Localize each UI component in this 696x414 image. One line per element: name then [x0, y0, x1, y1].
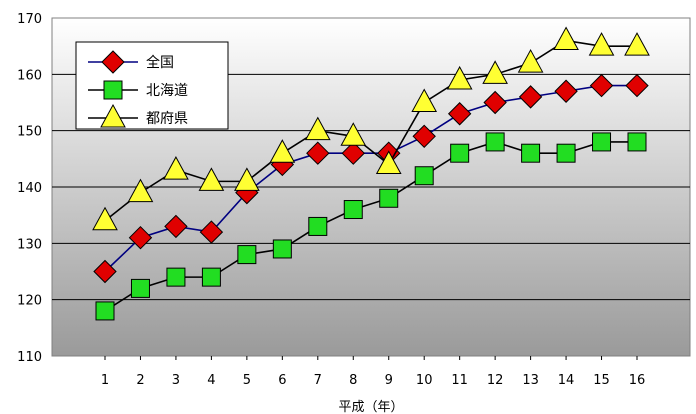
- legend-item: 全国: [88, 50, 174, 74]
- data-point: [166, 267, 186, 287]
- data-point: [164, 214, 188, 239]
- legend-label: 全国: [146, 54, 174, 71]
- data-point: [269, 139, 296, 163]
- data-point: [485, 132, 505, 152]
- x-tick-label: 14: [558, 373, 575, 388]
- data-point: [483, 90, 507, 115]
- data-point: [92, 206, 118, 231]
- data-point: [447, 102, 472, 126]
- data-point: [627, 132, 647, 152]
- data-point: [379, 188, 399, 208]
- x-tick-label: 7: [314, 373, 322, 388]
- data-point: [450, 143, 470, 163]
- y-tick-label: 140: [17, 181, 42, 196]
- x-tick-label: 12: [487, 373, 504, 388]
- y-axis-ticks: 110 120 130 140 150 160 170: [17, 12, 42, 365]
- x-tick-label: 10: [416, 373, 433, 388]
- x-tick-label: 11: [451, 373, 468, 388]
- data-point: [128, 225, 153, 250]
- data-point: [446, 65, 473, 90]
- x-tick-label: 13: [522, 373, 539, 388]
- series-3: [92, 26, 650, 231]
- y-tick-label: 110: [17, 350, 42, 365]
- data-point: [304, 116, 331, 141]
- legend-label: 都府県: [146, 111, 188, 127]
- x-tick-label: 15: [593, 373, 610, 388]
- x-axis-label: 平成（年）: [338, 400, 403, 414]
- data-point: [412, 124, 436, 149]
- data-point: [521, 143, 541, 163]
- data-point: [411, 88, 438, 112]
- legend-label: 北海道: [146, 83, 188, 99]
- series-group: [92, 26, 650, 321]
- x-tick-label: 8: [349, 373, 357, 388]
- data-point: [517, 49, 544, 73]
- data-point: [234, 167, 260, 191]
- data-point: [272, 239, 292, 259]
- x-tick-label: 1: [101, 373, 109, 388]
- series-line: [104, 141, 637, 312]
- y-tick-label: 120: [17, 294, 42, 309]
- data-point: [341, 141, 365, 165]
- legend-item: 北海道: [88, 80, 188, 100]
- data-point: [592, 132, 612, 152]
- data-point: [163, 156, 189, 180]
- data-point: [343, 200, 363, 220]
- x-tick-label: 16: [629, 373, 646, 388]
- data-point: [624, 32, 650, 56]
- data-point: [95, 301, 115, 321]
- data-point: [589, 73, 614, 98]
- data-point: [340, 122, 367, 146]
- x-axis-ticks: 1 2 3 4 5 6 7 8 9 10 11 12 13 14 15 16: [101, 356, 645, 388]
- data-point: [625, 73, 649, 98]
- series-1: [93, 73, 649, 284]
- legend-item: 都府県: [88, 103, 188, 128]
- data-point: [127, 178, 154, 203]
- data-point: [375, 150, 402, 174]
- legend-marker: [103, 80, 123, 100]
- y-tick-label: 130: [17, 237, 42, 252]
- series-2: [95, 132, 647, 321]
- data-point: [199, 220, 224, 244]
- data-point: [414, 166, 434, 186]
- y-tick-label: 150: [17, 125, 42, 140]
- y-tick-label: 160: [17, 68, 42, 83]
- data-point: [308, 216, 328, 236]
- data-point: [588, 32, 615, 56]
- data-point: [518, 85, 543, 109]
- x-tick-label: 6: [278, 373, 286, 388]
- x-tick-label: 9: [385, 373, 393, 388]
- data-point: [130, 278, 150, 298]
- data-point: [306, 141, 330, 165]
- x-tick-label: 3: [172, 373, 180, 388]
- data-point: [237, 245, 257, 265]
- data-point: [556, 143, 576, 163]
- data-point: [93, 259, 117, 284]
- legend-marker: [101, 50, 125, 74]
- data-point: [198, 167, 225, 191]
- legend-box: [75, 41, 229, 130]
- x-tick-label: 5: [243, 373, 251, 388]
- legend-marker: [100, 103, 126, 128]
- x-tick-label: 4: [207, 373, 215, 388]
- data-point: [553, 26, 579, 51]
- series-line: [104, 84, 637, 273]
- series-line: [104, 39, 637, 222]
- y-tick-label: 170: [17, 12, 42, 27]
- data-point: [201, 267, 221, 287]
- data-point: [554, 79, 578, 103]
- x-tick-label: 2: [136, 373, 144, 388]
- data-point: [482, 60, 508, 84]
